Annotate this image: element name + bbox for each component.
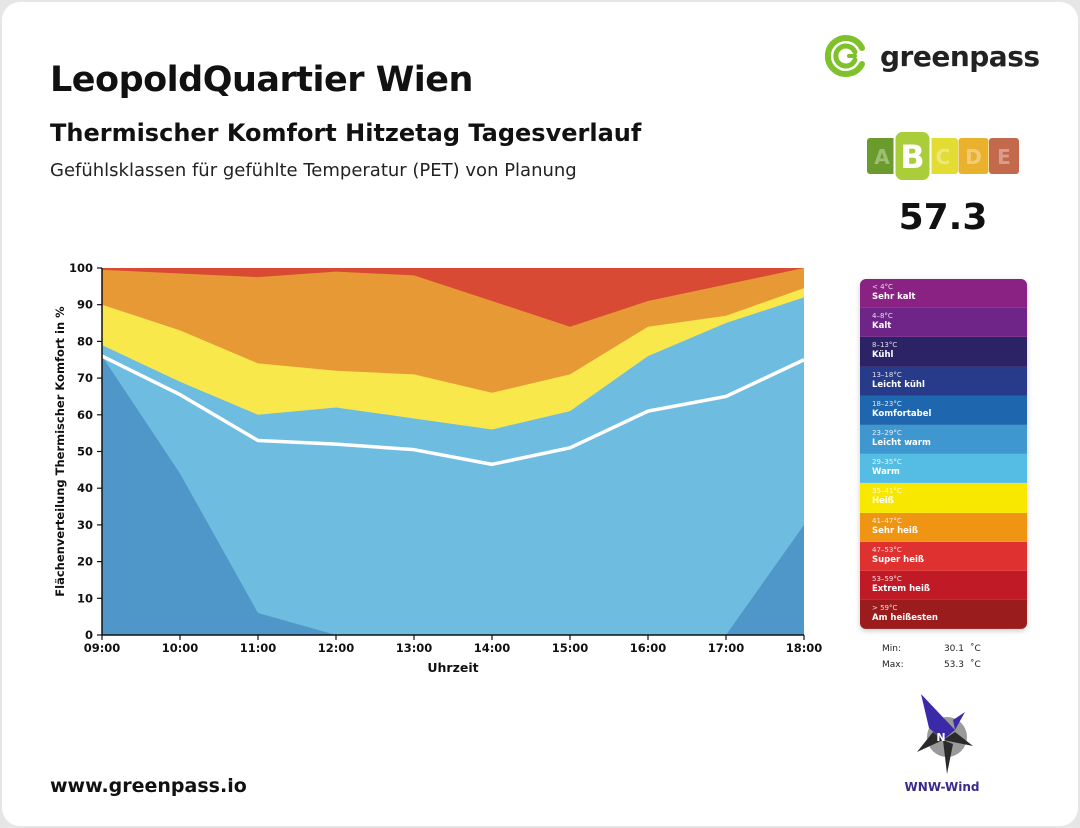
stat-max: Max: 53.3 ˚C bbox=[882, 660, 981, 670]
legend-label: Extrem heiß bbox=[872, 583, 930, 594]
legend-range: 8–13°C bbox=[872, 341, 898, 350]
legend-item: 4–8°C Kalt bbox=[860, 308, 1027, 338]
legend-label: Leicht kühl bbox=[872, 379, 925, 390]
area-band-0 bbox=[102, 356, 804, 635]
rating-scale-graphic: A C D E B bbox=[867, 130, 1019, 182]
greenpass-logo-icon bbox=[824, 35, 865, 77]
legend-item: 29–35°C Warm bbox=[860, 454, 1027, 484]
average-line bbox=[101, 354, 805, 467]
legend-item: 35–41°C Heiß bbox=[860, 483, 1027, 513]
legend-item: 13–18°C Leicht kühl bbox=[860, 366, 1027, 396]
comfort-area-chart: 0 10 20 30 40 50 60 70 80 90 100 09:00 10:00 11:00 12:… bbox=[42, 252, 832, 686]
stat-max-value: 53.3 bbox=[943, 660, 964, 670]
legend-range: 53–59°C bbox=[872, 574, 902, 583]
area-band-1 bbox=[102, 297, 804, 635]
rating-letter-A: A bbox=[874, 145, 890, 169]
legend-range: 35–41°C bbox=[872, 487, 902, 496]
rating-letter-B: B bbox=[900, 138, 924, 176]
y-tick-label: 40 bbox=[77, 481, 93, 495]
legend-range: 13–18°C bbox=[872, 370, 902, 379]
rating-grade-C bbox=[928, 138, 958, 174]
y-tick-label: 80 bbox=[77, 334, 93, 348]
y-tick-label: 70 bbox=[77, 371, 93, 385]
y-tick-label: 100 bbox=[69, 261, 93, 275]
page-subtitle: Thermischer Komfort Hitzetag Tagesverlau… bbox=[50, 119, 642, 147]
legend-label: Sehr kalt bbox=[872, 292, 916, 302]
pet-legend: < 4°C Sehr kalt 4–8°C Kalt 8–13°C Kühl 13–18°C… bbox=[860, 279, 1027, 630]
legend-item: < 4°C Sehr kalt bbox=[860, 279, 1027, 309]
brand-name: greenpass bbox=[880, 39, 1040, 73]
wind-label: WNW-Wind bbox=[904, 780, 980, 794]
stat-max-label: Max: bbox=[882, 660, 904, 670]
legend-item: 23–29°C Leicht warm bbox=[860, 424, 1027, 455]
stat-min: Min: 30.1 ˚C bbox=[882, 644, 981, 654]
legend-range: > 59°C bbox=[872, 604, 898, 613]
x-tick-label: 17:00 bbox=[708, 641, 745, 655]
legend-item: 47–53°C Super heiß bbox=[860, 541, 1027, 571]
legend-label: Kühl bbox=[872, 350, 894, 361]
x-tick-label: 16:00 bbox=[630, 641, 667, 655]
legend-range: 29–35°C bbox=[872, 458, 902, 467]
legend-label: Super heiß bbox=[872, 554, 925, 565]
rating-grade-D bbox=[958, 138, 989, 174]
legend-item: 8–13°C Kühl bbox=[860, 337, 1027, 367]
legend-label: Am heißesten bbox=[872, 613, 938, 624]
rating-grade-A bbox=[867, 138, 897, 174]
legend-range: 4–8°C bbox=[872, 312, 893, 321]
legend-range: 18–23°C bbox=[872, 399, 902, 408]
x-tick-label: 10:00 bbox=[162, 641, 199, 655]
legend-label: Warm bbox=[872, 467, 900, 478]
legend-range: 23–29°C bbox=[872, 428, 902, 437]
rating-grade-E bbox=[989, 138, 1019, 174]
compass-icon: N bbox=[917, 694, 973, 774]
stat-max-unit: ˚C bbox=[970, 660, 981, 670]
wind-rose: N bbox=[897, 690, 987, 784]
legend-item: 53–59°C Extrem heiß bbox=[860, 570, 1027, 601]
website-link[interactable]: www.greenpass.io bbox=[50, 775, 247, 797]
y-tick-label: 20 bbox=[77, 555, 93, 569]
rating-letter-E: E bbox=[997, 145, 1011, 169]
x-tick-label: 14:00 bbox=[474, 641, 511, 655]
x-tick-label: 12:00 bbox=[318, 641, 355, 655]
x-tick-label: 11:00 bbox=[240, 641, 277, 655]
x-tick-label: 13:00 bbox=[396, 641, 433, 655]
legend-item: 41–47°C Sehr heiß bbox=[860, 512, 1027, 542]
y-tick-label: 50 bbox=[77, 445, 93, 459]
x-tick-label: 09:00 bbox=[84, 641, 121, 655]
legend-label: Heiß bbox=[872, 496, 894, 507]
legend-range: 47–53°C bbox=[872, 545, 902, 554]
x-tick-label: 15:00 bbox=[552, 641, 589, 655]
x-tick-label: 18:00 bbox=[786, 641, 823, 655]
stat-min-unit: ˚C bbox=[970, 644, 981, 654]
rating-letter-D: D bbox=[965, 145, 982, 169]
page-title: LeopoldQuartier Wien bbox=[50, 60, 473, 100]
page-description: Gefühlsklassen für gefühlte Temperatur (… bbox=[50, 160, 577, 181]
x-axis-label: Uhrzeit bbox=[427, 660, 478, 675]
y-tick-label: 30 bbox=[77, 518, 93, 532]
chart-svg: 0 10 20 30 40 50 60 70 80 90 100 09:00 10:00 11:00 12:… bbox=[53, 261, 823, 675]
wind-letter: N bbox=[936, 731, 945, 744]
legend-label: Leicht warm bbox=[872, 437, 931, 448]
legend-range: < 4°C bbox=[872, 283, 893, 291]
rating-grade-B-active bbox=[893, 130, 932, 182]
y-tick-label: 60 bbox=[77, 408, 93, 422]
y-tick-label: 10 bbox=[77, 591, 93, 605]
stat-min-label: Min: bbox=[882, 644, 902, 654]
legend-item: > 59°C Am heißesten bbox=[860, 600, 1027, 630]
stat-min-value: 30.1 bbox=[943, 644, 964, 654]
y-tick-label: 90 bbox=[77, 298, 93, 312]
legend-item: 18–23°C Komfortabel bbox=[860, 395, 1027, 425]
y-axis-label: Flächenverteilung Thermischer Komfort in… bbox=[53, 306, 67, 597]
legend-label: Sehr heiß bbox=[872, 525, 918, 536]
greenpass-logo: greenpass bbox=[822, 32, 1040, 80]
legend-label: Komfortabel bbox=[872, 408, 932, 419]
score-value: 57.3 bbox=[898, 197, 988, 238]
rating-letter-C: C bbox=[936, 145, 951, 169]
y-tick-label: 0 bbox=[85, 628, 93, 642]
legend-range: 41–47°C bbox=[872, 516, 902, 525]
legend-label: Kalt bbox=[872, 321, 892, 332]
